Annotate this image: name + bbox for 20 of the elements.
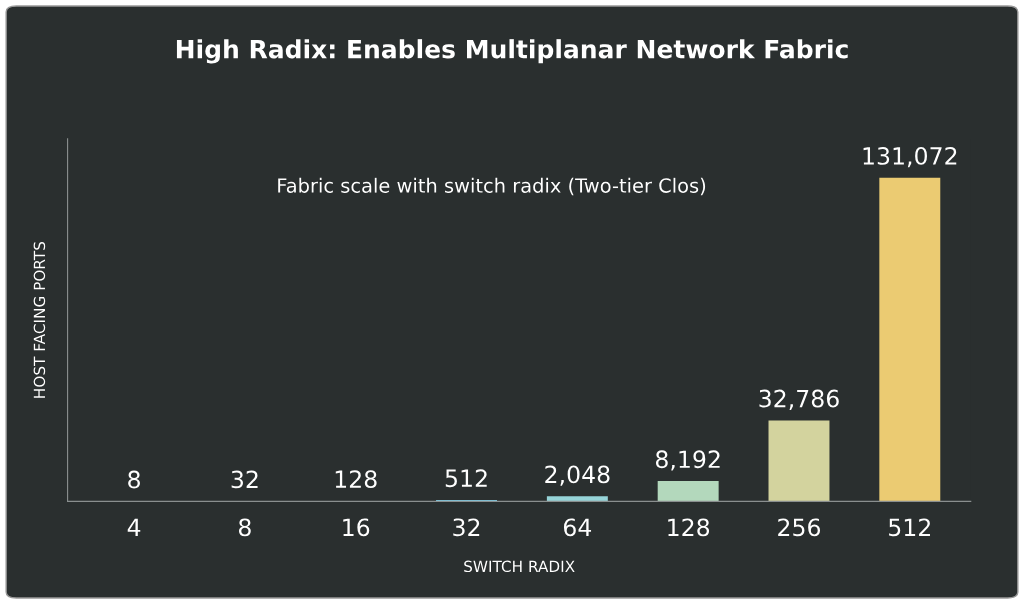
x-tick-label: 4	[127, 518, 141, 536]
data-label: 8	[128, 470, 140, 489]
chart-title: High Radix: Enables Multiplanar Network Fabric	[176, 39, 848, 64]
y-axis-title: HOST FACING PORTS	[33, 241, 46, 398]
x-tick-label: 32	[453, 518, 480, 537]
data-label: 131,072	[863, 146, 957, 168]
data-label: 32,786	[759, 389, 839, 410]
data-label: 128	[335, 470, 377, 489]
x-tick-label: 512	[889, 518, 930, 537]
x-tick-label: 8	[238, 518, 251, 537]
x-tick-label: 16	[343, 518, 370, 537]
x-tick-label: 128	[668, 518, 710, 537]
x-axis-title: SWITCH RADIX	[464, 560, 575, 573]
data-label: 2,048	[545, 465, 610, 486]
data-label: 8,192	[655, 450, 720, 471]
data-label: 512	[445, 469, 487, 488]
x-tick-label: 256	[778, 518, 821, 537]
data-label: 32	[231, 470, 258, 489]
annotation: Fabric scale with switch radix (Two-tier Clos)	[278, 177, 706, 196]
x-tick-label: 64	[563, 518, 592, 537]
